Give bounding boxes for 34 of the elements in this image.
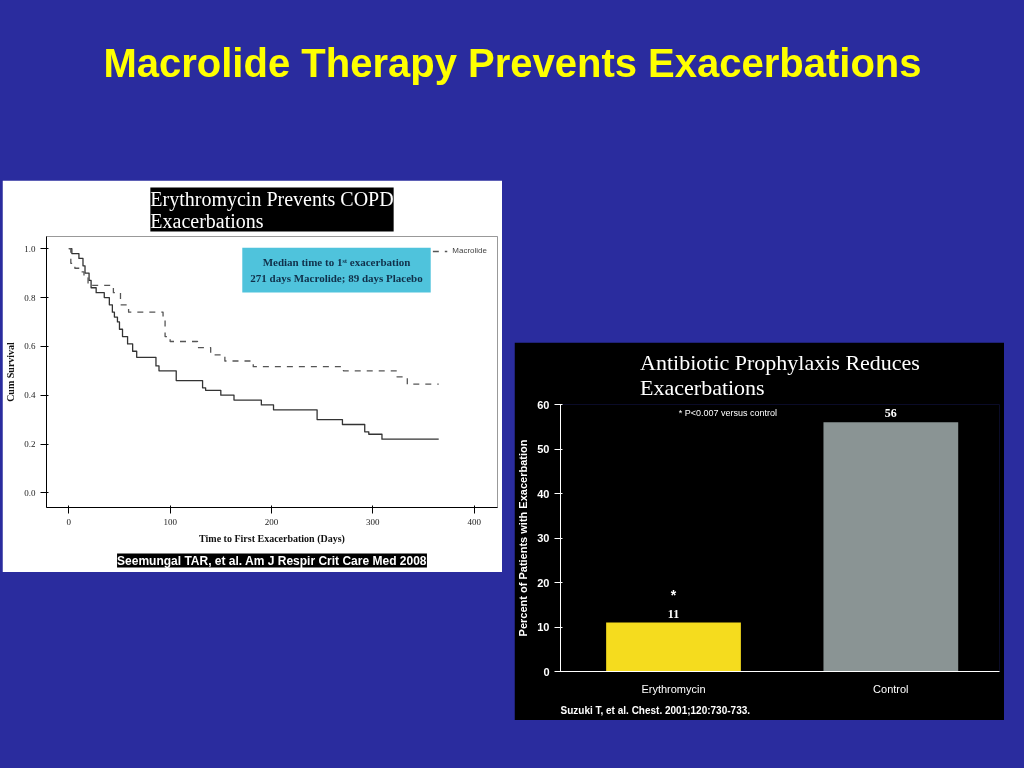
x-tick-label: 200: [264, 516, 279, 527]
text: Seemungal TAR, et al. Am J Respir Crit Care Med 2008: [117, 553, 427, 568]
y-tick-label: 60: [537, 398, 550, 411]
y-axis-title: Cum Survival: [5, 341, 17, 402]
chart-title: Antibiotic Prophylaxis Reduces Exacerbations: [640, 349, 920, 400]
y-tick-label: 0.6: [24, 341, 36, 352]
x-tick-label: 100: [163, 516, 178, 527]
x-tick-label: 0: [66, 516, 72, 527]
data-label: 11: [667, 606, 680, 621]
data-label: 56: [884, 406, 897, 421]
x-tick-label: Control: [873, 682, 909, 695]
y-tick-label: 20: [537, 576, 550, 589]
annotation: * P<0.007 versus control: [678, 407, 777, 418]
y-tick-label: 0.2: [24, 439, 36, 450]
y-tick-label: 0.4: [24, 390, 36, 401]
x-axis-title: Time to First Exacerbation (Days): [199, 532, 345, 545]
x-tick-label: Erythromycin: [641, 682, 706, 695]
text: Suzuki T, et al. Chest. 2001;120:730-733.: [560, 704, 751, 716]
y-axis-title: Percent of Patients with Exacerbation: [517, 439, 530, 637]
annotation: *: [670, 586, 677, 603]
y-tick-label: 40: [537, 487, 550, 500]
y-tick-label: 0.8: [24, 292, 36, 303]
text: Macrolide Therapy Prevents Exacerbations: [103, 41, 922, 86]
legend-label: Macrolide: [452, 246, 487, 255]
x-tick-label: 300: [366, 516, 381, 527]
annotation: Median time to 1ˢᵗ exacerbation 271 days Macrolide; 89 days Placebo: [250, 255, 424, 285]
y-tick-label: 1.0: [24, 243, 36, 254]
y-tick-label: 10: [537, 621, 550, 633]
y-tick-label: 50: [537, 443, 550, 455]
chart-title: Erythromycin Prevents COPD Exacerbations: [150, 187, 394, 232]
x-tick-label: 400: [467, 516, 482, 527]
y-tick-label: 30: [537, 532, 550, 544]
y-tick-label: 0: [543, 665, 550, 678]
y-tick-label: 0.0: [24, 487, 36, 498]
